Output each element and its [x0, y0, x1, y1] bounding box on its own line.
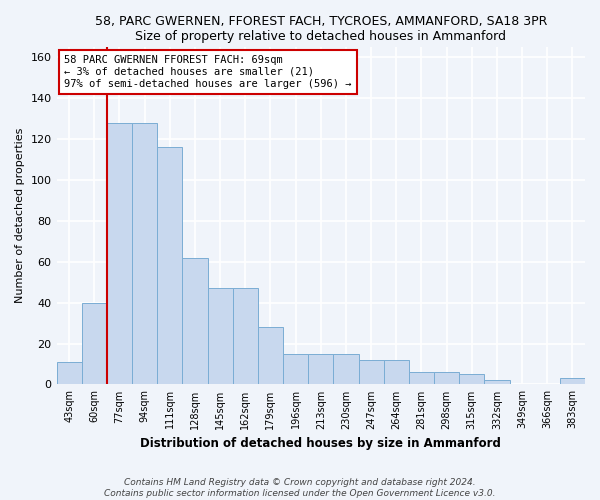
Bar [82, 302, 107, 384]
Title: 58, PARC GWERNEN, FFOREST FACH, TYCROES, AMMANFORD, SA18 3PR
Size of property re: 58, PARC GWERNEN, FFOREST FACH, TYCROES,… [95, 15, 547, 43]
Bar [258, 327, 283, 384]
Text: 58 PARC GWERNEN FFOREST FACH: 69sqm
← 3% of detached houses are smaller (21)
97%: 58 PARC GWERNEN FFOREST FACH: 69sqm ← 3%… [64, 56, 352, 88]
Bar [208, 288, 233, 384]
Bar [132, 122, 157, 384]
Bar [56, 362, 82, 384]
Bar [107, 122, 132, 384]
Bar [308, 354, 334, 384]
Bar [334, 354, 359, 384]
Bar [459, 374, 484, 384]
X-axis label: Distribution of detached houses by size in Ammanford: Distribution of detached houses by size … [140, 437, 501, 450]
Text: Contains HM Land Registry data © Crown copyright and database right 2024.
Contai: Contains HM Land Registry data © Crown c… [104, 478, 496, 498]
Bar [560, 378, 585, 384]
Bar [359, 360, 383, 384]
Bar [383, 360, 409, 384]
Bar [434, 372, 459, 384]
Bar [233, 288, 258, 384]
Bar [157, 147, 182, 384]
Bar [484, 380, 509, 384]
Bar [182, 258, 208, 384]
Y-axis label: Number of detached properties: Number of detached properties [15, 128, 25, 304]
Bar [409, 372, 434, 384]
Bar [283, 354, 308, 384]
